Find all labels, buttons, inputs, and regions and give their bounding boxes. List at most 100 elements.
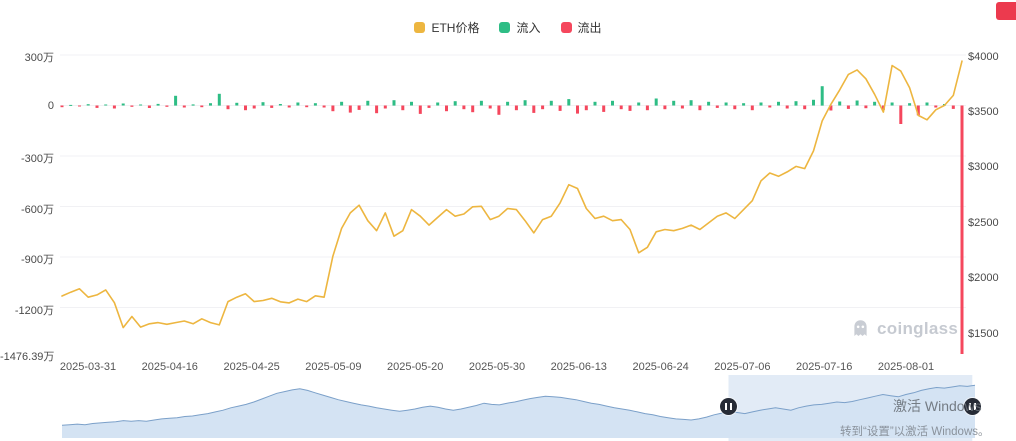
outflow-bar[interactable] — [846, 105, 850, 109]
inflow-bar[interactable] — [174, 95, 178, 106]
outflow-bar[interactable] — [663, 105, 667, 110]
outflow-bar[interactable] — [680, 105, 684, 109]
inflow-bar[interactable] — [707, 101, 711, 106]
outflow-bar[interactable] — [357, 105, 361, 110]
outflow-bar[interactable] — [733, 105, 737, 110]
inflow-bar[interactable] — [209, 103, 212, 106]
outflow-bar[interactable] — [645, 105, 649, 111]
outflow-bar[interactable] — [698, 105, 702, 111]
inflow-bar[interactable] — [689, 100, 693, 106]
outflow-bar[interactable] — [244, 105, 247, 111]
inflow-bar[interactable] — [637, 102, 641, 106]
inflow-bar[interactable] — [593, 101, 597, 106]
legend-item-inflow[interactable]: 流入 — [499, 19, 541, 36]
inflow-bar[interactable] — [436, 102, 440, 106]
outflow-bar[interactable] — [287, 105, 291, 108]
inflow-bar[interactable] — [506, 101, 510, 106]
inflow-bar[interactable] — [235, 102, 239, 106]
outflow-bar[interactable] — [803, 105, 807, 110]
inflow-bar[interactable] — [69, 104, 73, 106]
inflow-bar[interactable] — [908, 103, 912, 106]
outflow-bar[interactable] — [829, 105, 833, 111]
outflow-bar[interactable] — [200, 105, 204, 108]
inflow-bar[interactable] — [759, 102, 763, 106]
corner-red-badge[interactable] — [996, 2, 1016, 20]
inflow-bar[interactable] — [139, 104, 143, 106]
inflow-bar[interactable] — [777, 101, 780, 106]
inflow-bar[interactable] — [890, 102, 894, 106]
inflow-bar[interactable] — [313, 103, 317, 106]
inflow-bar[interactable] — [873, 101, 877, 106]
inflow-bar[interactable] — [838, 101, 842, 106]
outflow-bar[interactable] — [934, 105, 938, 108]
inflow-bar[interactable] — [340, 101, 344, 106]
outflow-bar[interactable] — [497, 105, 501, 115]
inflow-bar[interactable] — [654, 98, 658, 106]
outflow-bar[interactable] — [715, 105, 719, 108]
outflow-bar[interactable] — [375, 105, 379, 114]
outflow-bar[interactable] — [532, 105, 536, 113]
outflow-bar[interactable] — [270, 105, 274, 108]
outflow-bar[interactable] — [916, 105, 920, 116]
outflow-bar[interactable] — [619, 105, 623, 110]
inflow-bar[interactable] — [278, 104, 282, 106]
outflow-bar[interactable] — [78, 105, 81, 107]
main-chart-plot[interactable] — [0, 0, 1016, 375]
outflow-bar[interactable] — [401, 105, 405, 111]
inflow-bar[interactable] — [925, 102, 929, 106]
outflow-bar[interactable] — [488, 105, 492, 109]
inflow-bar[interactable] — [453, 101, 457, 106]
inflow-bar[interactable] — [296, 102, 300, 106]
inflow-bar[interactable] — [611, 100, 614, 106]
inflow-bar[interactable] — [812, 99, 815, 106]
inflow-bar[interactable] — [479, 100, 483, 106]
outflow-bar[interactable] — [514, 105, 518, 111]
outflow-bar[interactable] — [750, 105, 754, 111]
navigator-plot[interactable] — [0, 375, 1016, 441]
outflow-bar[interactable] — [899, 105, 903, 125]
outflow-bar[interactable] — [252, 105, 256, 109]
eth-price-line[interactable] — [61, 60, 963, 329]
inflow-bar[interactable] — [523, 100, 527, 106]
outflow-bar[interactable] — [147, 105, 151, 109]
outflow-bar[interactable] — [558, 105, 562, 111]
outflow-bar[interactable] — [226, 105, 230, 110]
outflow-bar[interactable] — [864, 105, 868, 109]
outflow-bar[interactable] — [348, 105, 352, 113]
inflow-bar[interactable] — [217, 93, 221, 106]
outflow-bar[interactable] — [576, 105, 579, 114]
outflow-bar[interactable] — [960, 105, 964, 355]
outflow-bar[interactable] — [951, 105, 955, 109]
inflow-bar[interactable] — [672, 100, 676, 106]
inflow-bar[interactable] — [366, 100, 370, 106]
inflow-bar[interactable] — [156, 103, 160, 106]
inflow-bar[interactable] — [724, 102, 728, 106]
inflow-bar[interactable] — [410, 101, 413, 106]
outflow-bar[interactable] — [322, 105, 326, 108]
legend-item-eth-price[interactable]: ETH价格 — [414, 19, 479, 36]
outflow-bar[interactable] — [628, 105, 632, 111]
outflow-bar[interactable] — [418, 105, 422, 114]
outflow-bar[interactable] — [541, 105, 545, 110]
outflow-bar[interactable] — [445, 105, 448, 112]
outflow-bar[interactable] — [768, 105, 772, 108]
outflow-bar[interactable] — [602, 105, 606, 112]
outflow-bar[interactable] — [785, 105, 789, 109]
inflow-bar[interactable] — [86, 104, 90, 106]
inflow-bar[interactable] — [742, 103, 746, 106]
outflow-bar[interactable] — [165, 105, 169, 107]
outflow-bar[interactable] — [112, 105, 116, 109]
outflow-bar[interactable] — [881, 105, 885, 110]
inflow-bar[interactable] — [567, 99, 571, 106]
inflow-bar[interactable] — [820, 86, 824, 106]
outflow-bar[interactable] — [383, 105, 387, 109]
outflow-bar[interactable] — [60, 105, 64, 108]
outflow-bar[interactable] — [462, 105, 466, 110]
outflow-bar[interactable] — [584, 105, 588, 111]
outflow-bar[interactable] — [130, 105, 134, 107]
inflow-bar[interactable] — [104, 104, 108, 106]
outflow-bar[interactable] — [305, 105, 309, 108]
legend-item-outflow[interactable]: 流出 — [560, 19, 602, 36]
navigator-right-handle[interactable] — [963, 398, 981, 415]
outflow-bar[interactable] — [427, 105, 431, 108]
